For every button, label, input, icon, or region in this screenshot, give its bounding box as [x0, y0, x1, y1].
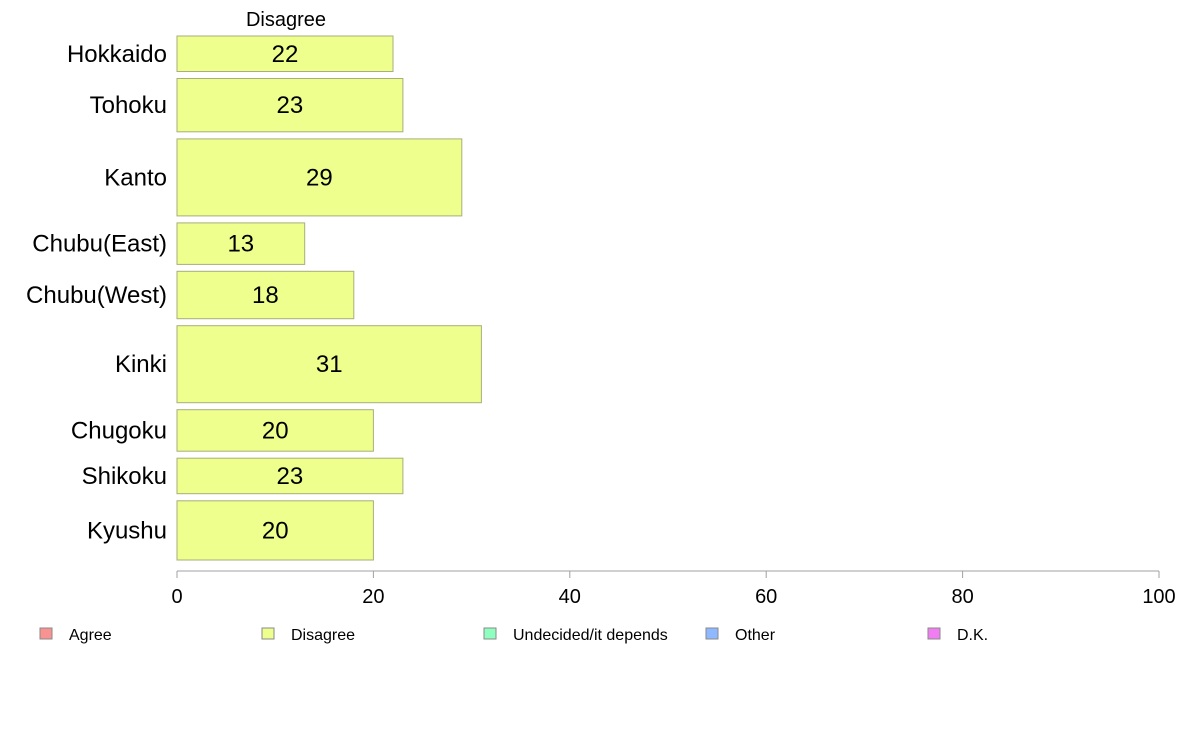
- bar: [176, 138, 463, 217]
- x-tick-label: 100: [1142, 586, 1175, 608]
- category-label: Kinki: [115, 351, 167, 378]
- data-label: 23: [277, 463, 304, 490]
- x-tick-label: 20: [362, 586, 384, 608]
- x-tick-label: 40: [559, 586, 581, 608]
- bar: [176, 500, 374, 561]
- bars: [176, 35, 482, 561]
- data-label: 23: [277, 92, 304, 119]
- legend-swatch: [927, 627, 941, 640]
- bar: [176, 325, 482, 404]
- legend-label: D.K.: [957, 627, 988, 644]
- category-label: Chubu(West): [26, 282, 167, 309]
- bar: [176, 78, 404, 133]
- legend-swatch: [705, 627, 719, 640]
- category-labels: Hokkaido Tohoku Kanto Chubu(East) Chubu(West…: [26, 41, 167, 545]
- bar: [176, 409, 374, 452]
- bar: [176, 270, 355, 320]
- data-label: 31: [316, 351, 343, 378]
- data-label: 29: [306, 164, 333, 191]
- x-tick-label: 80: [951, 586, 973, 608]
- legend-label: Disagree: [291, 627, 355, 644]
- column-header-label: Disagree: [246, 9, 326, 31]
- bar: [176, 35, 394, 72]
- legend-label: Other: [735, 627, 776, 644]
- bar: [176, 457, 404, 495]
- data-label: 22: [272, 41, 299, 68]
- category-label: Chubu(East): [32, 231, 167, 258]
- data-label: 20: [262, 517, 289, 544]
- category-label: Hokkaido: [67, 41, 167, 68]
- category-label: Kanto: [104, 164, 167, 191]
- data-label: 20: [262, 418, 289, 445]
- category-label: Chugoku: [71, 418, 167, 445]
- legend-swatch: [39, 627, 53, 640]
- legend-swatch: [483, 627, 497, 640]
- category-label: Kyushu: [87, 517, 167, 544]
- data-label: 18: [252, 282, 279, 309]
- bar: [176, 222, 306, 265]
- legend-label: Agree: [69, 627, 112, 644]
- x-axis: 0 20 40 60 80 100: [171, 570, 1176, 608]
- legend: Agree Disagree Undecided/it depends Other D.…: [39, 627, 988, 644]
- data-label: 13: [227, 231, 254, 258]
- legend-swatch: [261, 627, 275, 640]
- category-label: Tohoku: [90, 92, 167, 119]
- legend-label: Undecided/it depends: [513, 627, 668, 644]
- x-tick-label: 60: [755, 586, 777, 608]
- category-label: Shikoku: [82, 463, 167, 490]
- value-labels: 22 23 29 13 18 31 20 23 20: [227, 41, 342, 545]
- x-tick-label: 0: [171, 586, 182, 608]
